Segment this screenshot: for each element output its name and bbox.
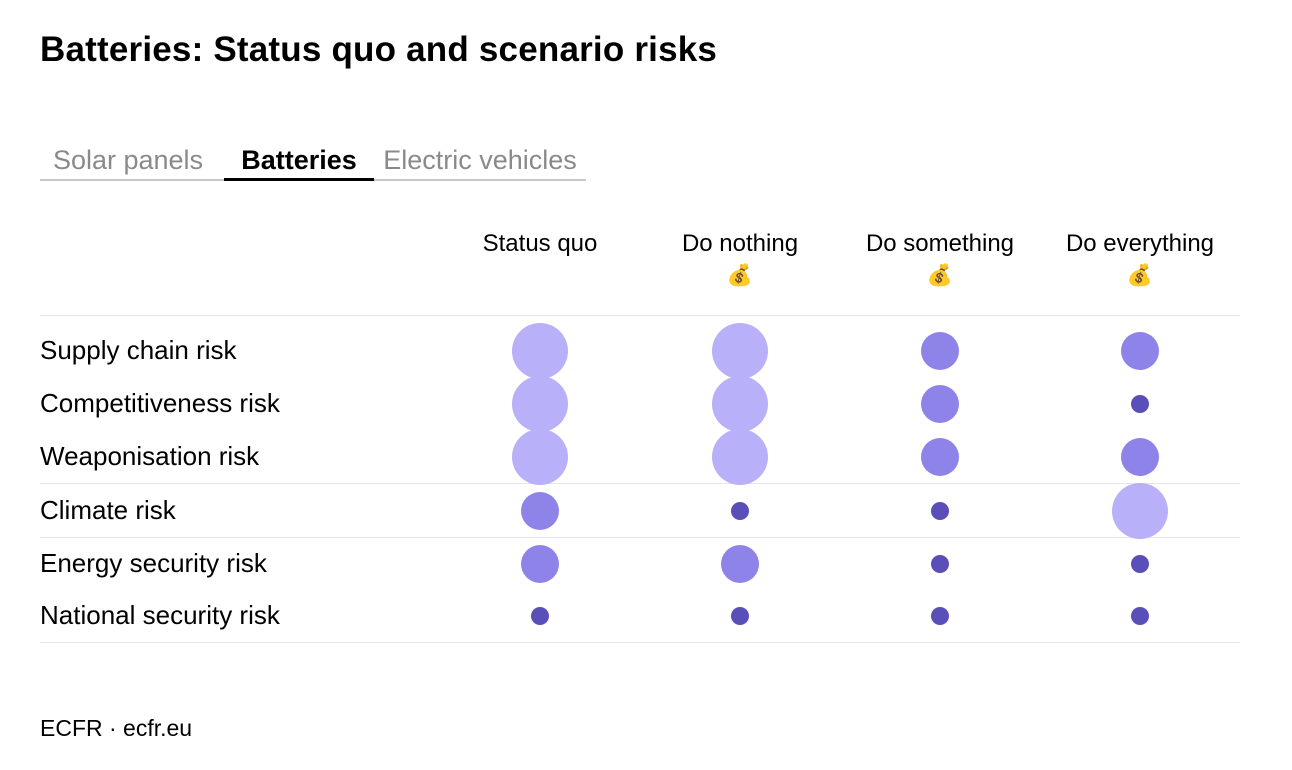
risk-dot-high xyxy=(512,376,568,432)
money-bag-icon: 💰 xyxy=(726,264,754,287)
table-bottom-divider xyxy=(40,642,1240,643)
column-header-do-everything: Do everything 💰 xyxy=(1040,226,1240,290)
column-header-do-nothing: Do nothing 💰 xyxy=(640,226,840,290)
column-label: Do everything xyxy=(1065,230,1215,257)
risk-dot-medium xyxy=(521,545,559,583)
source-credit: ECFR · ecfr.eu xyxy=(40,715,193,741)
money-bag-icon: 💰 xyxy=(926,264,954,287)
row-label: National security risk xyxy=(40,600,280,630)
tab-electric-vehicles[interactable]: Electric vehicles xyxy=(383,145,577,175)
risk-dot-medium xyxy=(1121,332,1159,370)
column-label: Do nothing xyxy=(681,230,799,257)
risk-dot-low xyxy=(531,607,549,625)
risk-dot-high xyxy=(512,429,568,485)
risk-dot-low xyxy=(931,502,949,520)
column-label: Status quo xyxy=(482,230,598,257)
risk-dot-medium xyxy=(921,385,959,423)
row-label: Climate risk xyxy=(40,495,176,525)
risk-dot-medium xyxy=(521,492,559,530)
column-label: Do something xyxy=(865,230,1015,257)
risk-dot-low xyxy=(1131,555,1149,573)
row-label: Weaponisation risk xyxy=(40,441,260,471)
risk-dot-low xyxy=(931,607,949,625)
risk-dot-high xyxy=(712,429,768,485)
group-divider xyxy=(40,483,1240,484)
row-label: Energy security risk xyxy=(40,548,267,578)
risk-dot-medium xyxy=(1121,438,1159,476)
risk-dot-low xyxy=(1131,607,1149,625)
row-label: Supply chain risk xyxy=(40,335,237,365)
tab-bar: Solar panels Batteries Electric vehicles xyxy=(40,138,586,181)
group-divider xyxy=(40,537,1240,538)
column-header-do-something: Do something 💰 xyxy=(840,226,1040,290)
risk-dot-low xyxy=(1131,395,1149,413)
risk-dot-high xyxy=(712,376,768,432)
money-bag-icon: 💰 xyxy=(1126,264,1154,287)
risk-dot-low xyxy=(731,502,749,520)
tab-solar-panels[interactable]: Solar panels xyxy=(52,145,204,175)
risk-dot-high xyxy=(1112,483,1168,539)
risk-dot-high xyxy=(712,323,768,379)
tab-batteries[interactable]: Batteries xyxy=(224,138,374,181)
page-title: Batteries: Status quo and scenario risks xyxy=(40,30,718,69)
header-divider xyxy=(40,315,1240,316)
risk-dot-low xyxy=(731,607,749,625)
risk-dot-high xyxy=(512,323,568,379)
risk-dot-low xyxy=(931,555,949,573)
risk-dot-medium xyxy=(921,332,959,370)
risk-dot-medium xyxy=(721,545,759,583)
risk-dot-medium xyxy=(921,438,959,476)
row-label: Competitiveness risk xyxy=(40,388,280,418)
column-header-status-quo: Status quo xyxy=(440,226,640,262)
